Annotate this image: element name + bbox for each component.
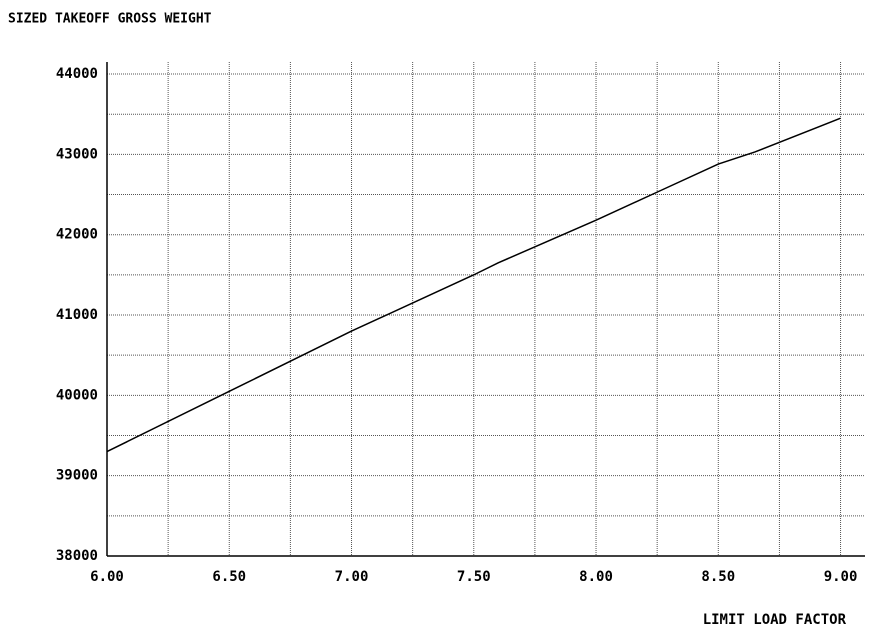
y-tick-label: 39000 (56, 468, 98, 484)
x-tick-label: 7.50 (457, 569, 491, 585)
y-tick-label: 40000 (56, 387, 98, 403)
chart-title: SIZED TAKEOFF GROSS WEIGHT (8, 12, 212, 27)
y-tick-label: 38000 (56, 548, 98, 564)
y-tick-label: 42000 (56, 227, 98, 243)
x-tick-label: 8.00 (579, 569, 613, 585)
x-tick-label: 8.50 (701, 569, 735, 585)
y-tick-label: 43000 (56, 146, 98, 162)
y-tick-label: 41000 (56, 307, 98, 323)
x-axis-label: LIMIT LOAD FACTOR (703, 612, 847, 628)
data-line (106, 117, 841, 453)
y-tick-label: 44000 (56, 66, 98, 82)
x-tick-label: 6.00 (90, 569, 124, 585)
x-tick-label: 7.00 (335, 569, 369, 585)
x-tick-label: 9.00 (824, 569, 858, 585)
x-tick-label: 6.50 (212, 569, 246, 585)
